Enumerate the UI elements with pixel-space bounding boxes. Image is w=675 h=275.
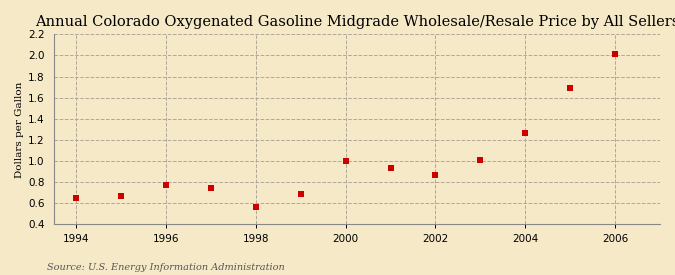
Y-axis label: Dollars per Gallon: Dollars per Gallon (15, 81, 24, 178)
Title: Annual Colorado Oxygenated Gasoline Midgrade Wholesale/Resale Price by All Selle: Annual Colorado Oxygenated Gasoline Midg… (34, 15, 675, 29)
Text: Source: U.S. Energy Information Administration: Source: U.S. Energy Information Administ… (47, 263, 285, 272)
